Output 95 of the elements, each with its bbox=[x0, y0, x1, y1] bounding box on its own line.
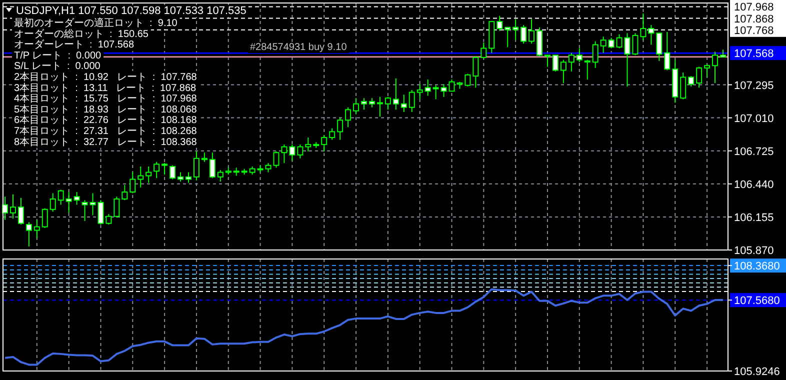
candlestick bbox=[680, 72, 686, 100]
annotation: S/L レート : 0.000 bbox=[14, 61, 101, 72]
annotation: 6本目ロット : 22.76 レート : 108.168 bbox=[14, 114, 198, 126]
candlestick bbox=[42, 208, 48, 228]
candlestick bbox=[376, 96, 383, 118]
candlestick bbox=[321, 134, 328, 152]
annotation: T/P レート : 0.000 bbox=[14, 50, 102, 62]
candlestick bbox=[576, 48, 582, 63]
annotation: #284574931 buy 9.10 bbox=[250, 42, 348, 54]
annotation: 7本目ロット : 27.31 レート : 108.268 bbox=[14, 125, 198, 137]
y-tick-label: 105.9246 bbox=[734, 366, 780, 378]
candlestick bbox=[608, 37, 614, 49]
annotation: オーダーの総ロット : 150.65 bbox=[14, 28, 149, 40]
candlestick bbox=[170, 164, 176, 180]
candlestick bbox=[193, 150, 200, 181]
candlestick bbox=[162, 162, 168, 176]
candlestick bbox=[305, 137, 312, 152]
y-tick-label: 106.725 bbox=[734, 146, 774, 158]
candlestick bbox=[138, 166, 144, 188]
candlestick bbox=[424, 79, 431, 96]
candlestick bbox=[217, 169, 224, 182]
candlestick bbox=[592, 40, 598, 68]
candlestick bbox=[392, 78, 399, 110]
ref-line-label: 107.568 bbox=[734, 48, 774, 60]
candlestick bbox=[616, 34, 622, 49]
candlestick bbox=[568, 52, 574, 72]
y-tick-label: 106.155 bbox=[734, 212, 774, 224]
ref-line-label: 107.868 bbox=[734, 13, 774, 26]
candlestick bbox=[560, 59, 566, 84]
candlestick bbox=[154, 161, 160, 179]
candlestick bbox=[106, 214, 112, 225]
candlestick bbox=[384, 96, 391, 110]
annotation: 5本目ロット : 18.93 レート : 108.068 bbox=[14, 103, 198, 116]
candlestick bbox=[432, 84, 439, 100]
candlestick bbox=[353, 98, 360, 115]
candlestick bbox=[664, 31, 670, 71]
annotation: 2本目ロット : 10.92 レート : 107.768 bbox=[14, 71, 198, 83]
candlestick bbox=[122, 184, 128, 201]
annotation: 8本目ロット : 32.77 レート : 108.368 bbox=[14, 136, 198, 148]
candlestick bbox=[10, 194, 16, 220]
candlestick bbox=[584, 59, 590, 80]
candlestick bbox=[297, 144, 304, 159]
candlestick bbox=[74, 192, 80, 206]
y-tick-label: 107.010 bbox=[734, 112, 774, 125]
ref-line-label: 107.968 bbox=[734, 2, 774, 14]
candlestick bbox=[464, 73, 471, 87]
candlestick bbox=[688, 76, 694, 87]
candlestick bbox=[329, 128, 336, 140]
y-tick-label: 105.870 bbox=[734, 245, 774, 257]
chart-title: USDJPY,H1 107.550 107.598 107.533 107.535 bbox=[16, 5, 246, 17]
candlestick bbox=[696, 66, 702, 88]
annotation: 最初のオーダーの適正ロット : 9.10 bbox=[14, 17, 178, 29]
candlestick bbox=[408, 89, 415, 113]
candlestick bbox=[368, 98, 375, 108]
ref-line-label: 107.768 bbox=[734, 24, 774, 37]
y-tick-label: 107.295 bbox=[734, 80, 774, 92]
candlestick bbox=[26, 222, 32, 248]
candlestick bbox=[34, 219, 40, 239]
candlestick bbox=[82, 200, 88, 222]
candlestick bbox=[18, 197, 24, 225]
candlestick bbox=[289, 144, 296, 162]
candlestick bbox=[185, 172, 192, 184]
candlestick bbox=[337, 117, 344, 140]
candlestick bbox=[400, 94, 407, 113]
candlestick bbox=[704, 64, 710, 78]
line-series bbox=[4, 288, 724, 366]
candlestick bbox=[114, 196, 120, 218]
y-tick-label: 108.3680 bbox=[734, 260, 780, 273]
candlestick bbox=[480, 42, 487, 60]
candlestick bbox=[552, 54, 558, 72]
candlestick bbox=[656, 32, 662, 62]
candlestick bbox=[130, 172, 136, 194]
candlestick bbox=[201, 152, 208, 162]
annotation: 4本目ロット : 15.75 レート : 107.968 bbox=[14, 92, 198, 105]
candlestick bbox=[712, 51, 718, 84]
candlestick bbox=[281, 144, 288, 164]
y-tick-label: 107.5680 bbox=[734, 295, 780, 308]
candlestick bbox=[178, 172, 184, 182]
candlestick bbox=[361, 98, 367, 110]
candlestick bbox=[440, 84, 447, 98]
candlestick bbox=[472, 56, 479, 88]
y-tick-label: 106.440 bbox=[734, 178, 774, 191]
annotation: オーダーレート : 107.568 bbox=[14, 38, 134, 51]
candlestick bbox=[528, 18, 535, 44]
candlestick bbox=[146, 166, 152, 184]
candlestick bbox=[345, 106, 352, 128]
candlestick bbox=[58, 189, 64, 206]
candlestick bbox=[209, 152, 216, 179]
candlestick bbox=[544, 54, 550, 68]
candlestick bbox=[416, 84, 423, 100]
candlestick bbox=[50, 192, 56, 212]
candlestick bbox=[66, 192, 72, 214]
annotation: 3本目ロット : 13.11 レート : 107.868 bbox=[14, 82, 197, 94]
candlestick bbox=[640, 12, 646, 41]
candlestick bbox=[600, 36, 606, 54]
